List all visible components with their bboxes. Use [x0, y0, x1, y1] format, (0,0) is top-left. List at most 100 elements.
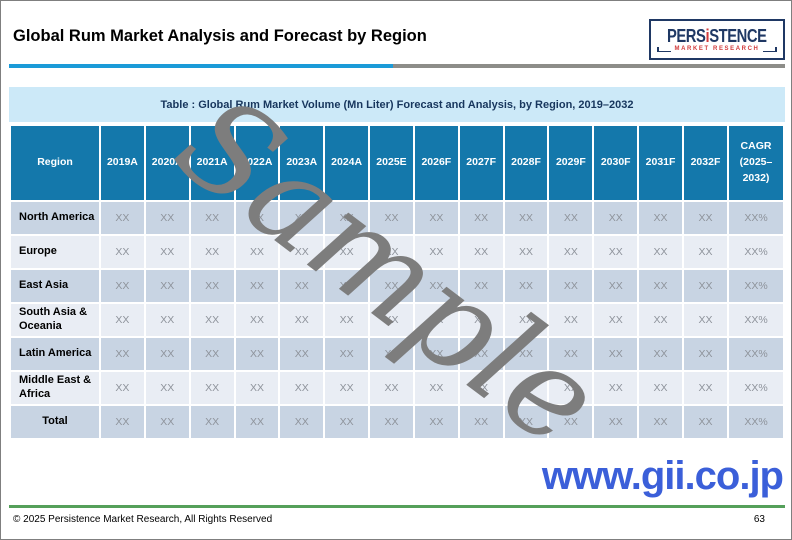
value-cell: XX [504, 406, 548, 438]
page-number: 63 [753, 514, 765, 525]
value-cell: XX [190, 406, 234, 438]
value-cell: XX [414, 202, 458, 234]
value-cell: XX [459, 372, 503, 404]
value-cell: XX [639, 406, 682, 438]
column-header: 2032F [683, 126, 727, 200]
column-header: 2030F [594, 126, 638, 200]
table-row: Latin America XX XX XX XX XX XX XX XX XX XX XX XX XX X… [11, 338, 783, 370]
region-cell: Middle East & Africa [11, 372, 99, 404]
value-cell: XX [594, 372, 638, 404]
value-cell: XX [190, 372, 234, 404]
value-cell: XX [101, 338, 144, 370]
value-cell: XX [101, 372, 144, 404]
value-cell: XX [280, 202, 324, 234]
value-cell: XX [683, 202, 727, 234]
value-cell: XX [325, 270, 369, 302]
value-cell: XX [683, 338, 727, 370]
value-cell: XX [414, 270, 458, 302]
value-cell: XX [101, 236, 144, 268]
value-cell: XX% [729, 406, 783, 438]
value-cell: XX [370, 406, 413, 438]
value-cell: XX [145, 202, 189, 234]
value-cell: XX [190, 202, 234, 234]
value-cell: XX [325, 236, 369, 268]
value-cell: XX [145, 338, 189, 370]
value-cell: XX [145, 406, 189, 438]
value-cell: XX [280, 372, 324, 404]
value-cell: XX [101, 270, 144, 302]
region-cell: Latin America [11, 338, 99, 370]
table-row: Middle East & Africa XX XX XX XX XX XX XX XX XX XX… [11, 372, 783, 404]
title-underline [9, 64, 785, 68]
logo-tagline-row: MARKET RESEARCH [657, 46, 777, 52]
value-cell: XX [190, 304, 234, 336]
value-cell: XX [370, 372, 413, 404]
value-cell: XX [549, 304, 593, 336]
value-cell: XX% [729, 202, 783, 234]
gii-website-link[interactable]: www.gii.co.jp [541, 454, 784, 498]
region-cell: Europe [11, 236, 99, 268]
column-header: 2025E [370, 126, 413, 200]
value-cell: XX [101, 304, 144, 336]
table-row: South Asia & Oceania XX XX XX XX XX XX XX XX XX XX… [11, 304, 783, 336]
value-cell: XX [370, 236, 413, 268]
value-cell: XX [683, 304, 727, 336]
value-cell: XX [594, 406, 638, 438]
persistence-logo: PERSiSTENCE MARKET RESEARCH [649, 19, 785, 60]
value-cell: XX [414, 406, 458, 438]
value-cell: XX [325, 372, 369, 404]
value-cell: XX [594, 338, 638, 370]
value-cell: XX [280, 406, 324, 438]
value-cell: XX [325, 304, 369, 336]
value-cell: XX [190, 270, 234, 302]
value-cell: XX [504, 236, 548, 268]
value-cell: XX [280, 338, 324, 370]
value-cell: XX% [729, 338, 783, 370]
value-cell: XX [683, 236, 727, 268]
value-cell: XX [325, 202, 369, 234]
table-row: East Asia XX XX XX XX XX XX XX XX XX XX XX XX XX XX XX% [11, 270, 783, 302]
value-cell: XX [504, 338, 548, 370]
value-cell: XX [594, 304, 638, 336]
column-header: 2023A [280, 126, 324, 200]
value-cell: XX [683, 372, 727, 404]
value-cell: XX [504, 202, 548, 234]
column-header: 2026F [414, 126, 458, 200]
value-cell: XX [639, 236, 682, 268]
value-cell: XX [280, 304, 324, 336]
data-table: Region 2019A 2020A 2021A 2022A 2023A 2024A 2025… [9, 124, 785, 440]
value-cell: XX [414, 304, 458, 336]
copyright-text: © 2025 Persistence Market Research, All … [13, 514, 273, 525]
region-cell: East Asia [11, 270, 99, 302]
value-cell: XX [683, 270, 727, 302]
value-cell: XX [235, 372, 279, 404]
value-cell: XX [190, 236, 234, 268]
table-row: Europe XX XX XX XX XX XX XX XX XX XX XX XX XX XX XX% [11, 236, 783, 268]
value-cell: XX [370, 304, 413, 336]
value-cell: XX [235, 338, 279, 370]
data-table-wrap: Region 2019A 2020A 2021A 2022A 2023A 2024A 2025… [9, 124, 785, 440]
value-cell: XX [101, 202, 144, 234]
value-cell: XX [639, 304, 682, 336]
title-underline-blue [9, 64, 394, 68]
value-cell: XX [549, 236, 593, 268]
title-underline-gray [393, 64, 785, 68]
value-cell: XX [370, 270, 413, 302]
value-cell: XX [594, 202, 638, 234]
column-header: 2028F [504, 126, 548, 200]
table-header-row: Region 2019A 2020A 2021A 2022A 2023A 2024A 2025… [11, 126, 783, 200]
value-cell: XX [414, 338, 458, 370]
value-cell: XX [504, 304, 548, 336]
table-row: North America XX XX XX XX XX XX XX XX XX XX XX XX XX X… [11, 202, 783, 234]
value-cell: XX [549, 372, 593, 404]
table-caption-bar: Table : Global Rum Market Volume (Mn Lit… [9, 87, 785, 122]
column-header: 2031F [639, 126, 682, 200]
value-cell: XX [459, 406, 503, 438]
value-cell: XX [325, 338, 369, 370]
value-cell: XX [504, 270, 548, 302]
value-cell: XX [639, 372, 682, 404]
value-cell: XX [145, 372, 189, 404]
value-cell: XX [639, 202, 682, 234]
column-header: 2024A [325, 126, 369, 200]
